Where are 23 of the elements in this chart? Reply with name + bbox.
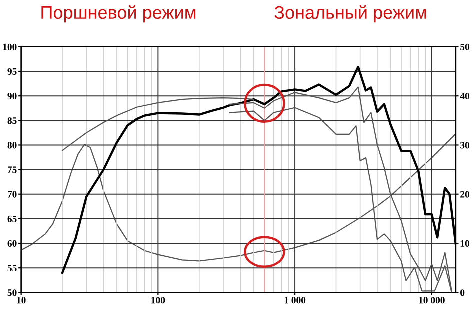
- y-tick-label: 100: [3, 44, 17, 50]
- y2-tick-label: 10: [460, 240, 470, 247]
- y2-tick-label: 20: [460, 191, 470, 198]
- y-tick-label: 80: [8, 142, 17, 149]
- y2-tick-label: 40: [460, 93, 470, 100]
- x-tick-label: 1 000: [284, 297, 306, 304]
- x-tick-label: 100: [152, 297, 166, 304]
- y2-tick-label: 50: [460, 44, 470, 50]
- y-tick-label: 95: [8, 68, 17, 75]
- y2-tick-label: 0: [460, 290, 465, 296]
- y-tick-label: 70: [8, 191, 17, 198]
- y-tick-label: 50: [8, 290, 17, 296]
- y-tick-label: 60: [8, 240, 17, 247]
- x-tick-label: 10: [17, 297, 26, 304]
- text: Зональный режим: [274, 6, 426, 23]
- x-tick-label: 10 000: [419, 297, 445, 304]
- y-tick-label: 65: [8, 216, 17, 222]
- y-tick-label: 75: [8, 166, 17, 174]
- text: Поршневой режим: [42, 6, 196, 23]
- y-tick-label: 55: [8, 265, 17, 272]
- y-tick-label: 85: [8, 118, 17, 124]
- y-tick-label: 90: [8, 93, 17, 100]
- y2-tick-label: 30: [460, 142, 470, 149]
